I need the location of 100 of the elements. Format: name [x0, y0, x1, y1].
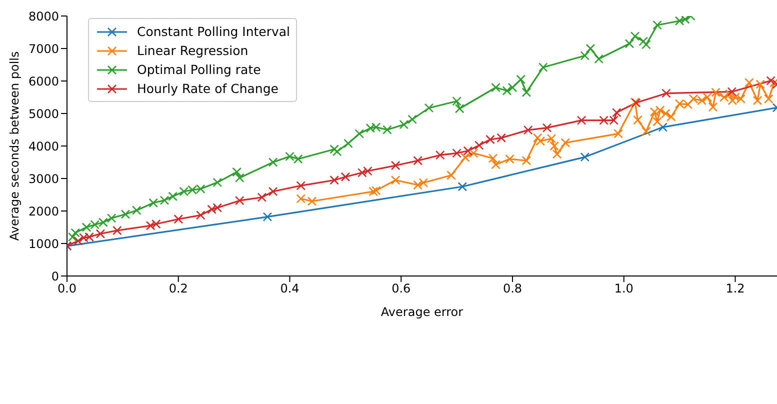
point [702, 92, 712, 102]
legend-label: Linear Regression [137, 43, 248, 58]
point [148, 198, 158, 208]
point [486, 134, 495, 144]
point [633, 115, 642, 125]
point [307, 196, 317, 206]
y-tick-label: 1000 [28, 236, 59, 251]
point [630, 32, 640, 41]
point [536, 136, 545, 146]
point [612, 108, 622, 118]
point [638, 36, 648, 46]
point [508, 82, 518, 92]
point [463, 146, 473, 156]
point [662, 88, 671, 98]
point [658, 122, 668, 132]
point [268, 158, 278, 167]
point [454, 104, 464, 114]
point [468, 148, 478, 158]
y-tick-label: 3000 [28, 172, 59, 186]
point [390, 160, 400, 170]
point [496, 133, 506, 143]
point [756, 80, 765, 89]
point [332, 146, 342, 156]
point [624, 38, 634, 48]
x-tick-label: 0.2 [168, 282, 188, 296]
point [446, 170, 456, 180]
point [212, 178, 222, 188]
point [368, 186, 378, 196]
point [106, 214, 116, 223]
legend-label: Optimal Polling rate [137, 62, 261, 77]
point [413, 180, 422, 190]
point [727, 87, 737, 96]
point [132, 206, 142, 215]
point [532, 133, 542, 143]
point [474, 140, 484, 150]
point [491, 82, 500, 92]
point [764, 94, 774, 104]
point [641, 40, 651, 50]
point [120, 210, 130, 219]
point [752, 96, 762, 106]
legend-label: Hourly Rate of Change [137, 81, 278, 96]
point [458, 182, 468, 192]
point [502, 86, 512, 96]
point [708, 102, 718, 112]
point [580, 51, 590, 60]
point [174, 214, 184, 224]
point [711, 88, 720, 98]
point [542, 123, 552, 132]
point [268, 186, 278, 196]
point [488, 154, 498, 163]
y-tick-label: 5000 [28, 106, 59, 121]
point [491, 160, 500, 170]
y-tick-label: 2000 [28, 204, 59, 218]
point [522, 88, 532, 98]
point [552, 149, 562, 159]
point [522, 156, 532, 166]
point [460, 152, 470, 162]
x-tick-label: 0.4 [280, 282, 300, 296]
x-tick-label: 0.6 [392, 282, 411, 296]
point [196, 210, 206, 220]
point [296, 181, 306, 190]
point [257, 192, 267, 202]
point [354, 129, 364, 138]
y-tick-label: 8000 [28, 9, 59, 24]
point [234, 173, 244, 182]
point [330, 144, 339, 154]
point [371, 186, 381, 196]
point [652, 116, 662, 126]
point [523, 125, 533, 135]
point [660, 108, 670, 118]
point [262, 212, 272, 222]
point [399, 120, 409, 130]
point [70, 228, 80, 238]
point [652, 20, 662, 30]
x-tick-label: 0.0 [57, 282, 77, 296]
point [550, 141, 559, 151]
point [666, 112, 676, 122]
point [382, 125, 392, 134]
point [594, 54, 604, 64]
point [435, 150, 445, 160]
point [168, 192, 178, 202]
point [73, 236, 83, 246]
point [516, 74, 526, 84]
point [546, 134, 556, 144]
point [296, 194, 306, 204]
point [96, 229, 106, 238]
point [418, 178, 428, 188]
point [505, 154, 514, 164]
point [452, 148, 462, 158]
point [68, 232, 78, 242]
point [744, 78, 754, 88]
point [408, 114, 417, 124]
point [330, 175, 339, 185]
y-tick-label: 0 [51, 269, 59, 284]
y-tick-label: 7000 [28, 42, 59, 56]
y-tick-label: 6000 [28, 74, 59, 88]
point [641, 126, 651, 136]
point [112, 226, 122, 236]
point [234, 196, 244, 206]
point [580, 152, 590, 162]
